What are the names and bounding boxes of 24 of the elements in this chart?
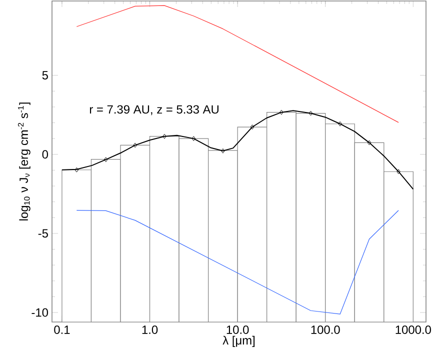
x-axis-title: λ [μm]	[222, 336, 255, 347]
y-tick-label: -10	[32, 308, 48, 317]
point	[133, 142, 138, 148]
x-tick-label: 1000.0	[396, 326, 431, 334]
x-tick-label: 10.0	[226, 326, 249, 334]
point	[367, 140, 372, 146]
point	[104, 157, 108, 162]
point	[338, 121, 342, 126]
y-tick-label: -5	[38, 229, 48, 238]
y-tick-label: 0	[42, 150, 48, 159]
point	[280, 110, 284, 115]
x-tick-label: 0.1	[54, 326, 70, 334]
point	[396, 169, 400, 174]
point	[162, 134, 166, 139]
x-tick-label: 1.0	[142, 326, 158, 334]
point	[250, 124, 254, 130]
point	[74, 167, 79, 172]
point	[221, 148, 225, 154]
annotation: r = 7.39 AU, z = 5.33 AU	[90, 105, 218, 116]
point	[192, 136, 196, 142]
y-tick-label: 5	[42, 71, 48, 80]
point	[308, 110, 313, 116]
x-tick-label: 100.0	[311, 326, 340, 334]
text: log$_{10}$ ν J$_{ν}$ [erg cm$^{-2}$ s$^{-1}$]	[18, 102, 30, 220]
